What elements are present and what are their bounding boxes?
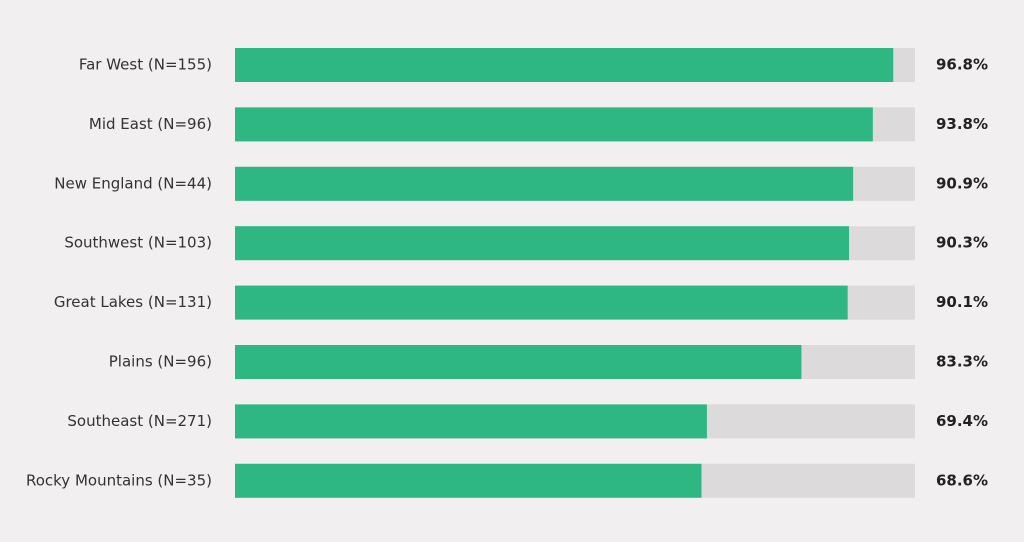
value-label: 90.1% xyxy=(936,293,988,311)
bar xyxy=(235,285,848,320)
bar xyxy=(235,107,873,142)
bar xyxy=(235,404,707,439)
bar xyxy=(235,463,702,498)
value-label: 96.8% xyxy=(936,56,988,74)
value-label: 90.9% xyxy=(936,174,988,192)
category-label: Southwest (N=103) xyxy=(64,234,212,252)
value-label: 90.3% xyxy=(936,234,988,252)
bar xyxy=(235,166,854,201)
bar xyxy=(235,48,894,82)
bar xyxy=(235,345,802,379)
category-label: New England (N=44) xyxy=(54,174,212,192)
category-label: Far West (N=155) xyxy=(79,56,212,74)
category-label: Mid East (N=96) xyxy=(89,115,212,133)
bar xyxy=(235,226,850,261)
category-label: Great Lakes (N=131) xyxy=(54,293,212,311)
category-label: Rocky Mountains (N=35) xyxy=(26,471,212,489)
value-label: 93.8% xyxy=(936,115,988,133)
value-label: 68.6% xyxy=(936,471,988,489)
value-label: 69.4% xyxy=(936,412,988,430)
value-label: 83.3% xyxy=(936,353,988,371)
category-label: Southeast (N=271) xyxy=(67,412,212,430)
category-label: Plains (N=96) xyxy=(109,353,212,371)
